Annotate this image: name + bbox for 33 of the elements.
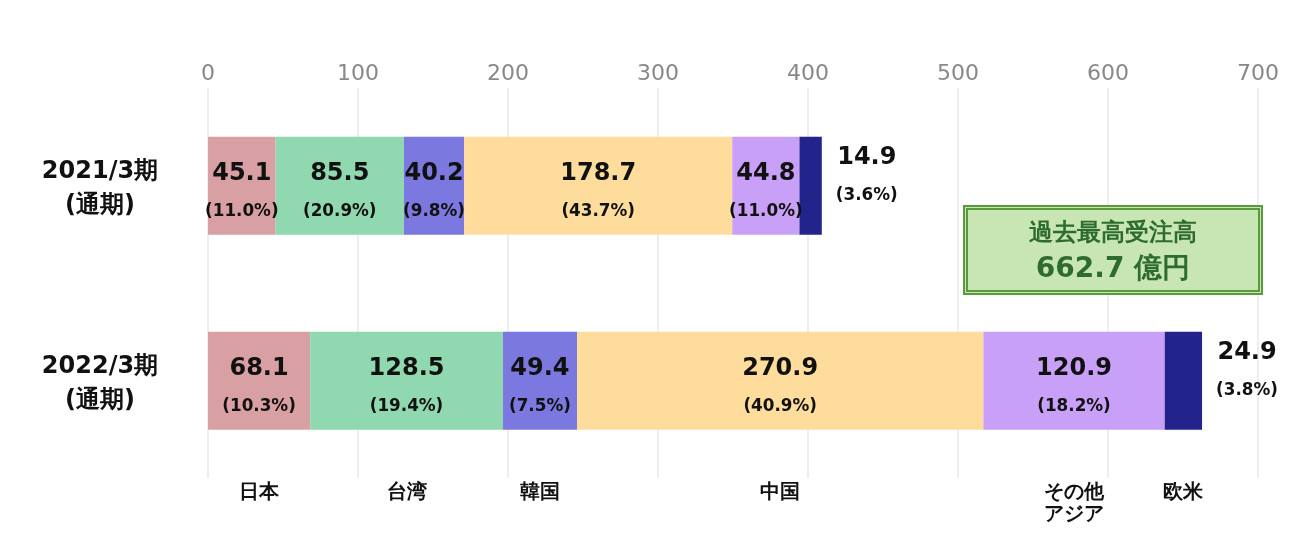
x-tick-label: 600	[1087, 60, 1129, 85]
data-label: 24.9 (3.8%)	[1216, 336, 1278, 399]
data-label: 45.1 (11.0%)	[205, 157, 279, 220]
x-tick-label: 100	[337, 60, 379, 85]
data-label: 178.7 (43.7%)	[560, 157, 637, 220]
x-tick-label: 400	[787, 60, 829, 85]
y-tick-label: 2021/3期 (通期)	[41, 155, 159, 218]
bar	[310, 331, 503, 430]
x-tick-label: 500	[937, 60, 979, 85]
text: 台湾	[385, 479, 428, 503]
data-label: 40.2 (9.8%)	[403, 157, 465, 220]
x-tick-label: 0	[201, 60, 215, 85]
bar	[577, 331, 984, 430]
data-label: 270.9 (40.9%)	[742, 352, 819, 415]
text: 欧米	[1162, 479, 1205, 503]
x-tick-label: 200	[487, 60, 529, 85]
data-label: 49.4 (7.5%)	[509, 352, 571, 415]
data-label: 128.5 (19.4%)	[368, 352, 445, 415]
text: その他アジア	[1043, 479, 1105, 525]
annotation: 過去最高受注高 662.7 億円	[1028, 217, 1198, 286]
text: 中国	[759, 479, 802, 503]
data-label: 120.9 (18.2%)	[1036, 352, 1112, 415]
data-label: 68.1 (10.3%)	[222, 352, 296, 415]
bar	[983, 331, 1165, 430]
data-label: 85.5 (20.9%)	[302, 157, 377, 220]
text: 韓国	[518, 479, 561, 503]
y-tick-label: 2022/3期 (通期)	[41, 350, 159, 413]
bar	[1164, 331, 1203, 430]
text: 日本	[238, 479, 281, 503]
x-tick-label: 700	[1237, 60, 1279, 85]
data-label: 14.9 (3.6%)	[835, 141, 898, 204]
callout-box: 過去最高受注高 662.7 億円	[963, 205, 1263, 295]
x-tick-label: 300	[637, 60, 679, 85]
